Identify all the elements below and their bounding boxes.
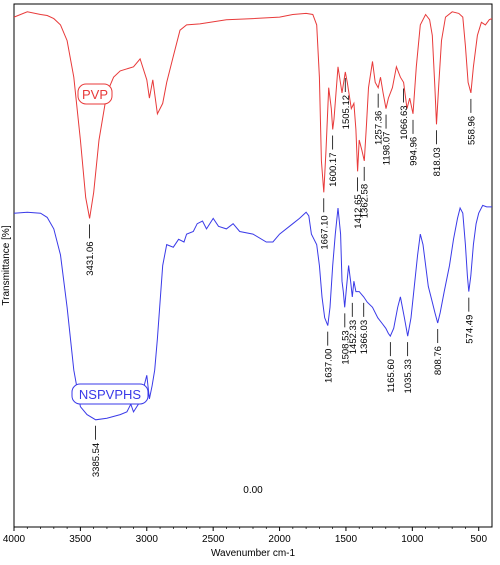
series-label-pvp: PVP [82,87,108,102]
series-line-nspvphs [13,204,492,421]
x-tick-label: 2000 [268,534,291,545]
peak-label: 3431.06 [85,241,96,275]
x-tick-label: 3000 [136,534,159,545]
series-labels: PVP NSPVPHS [71,83,149,405]
peak-label: 1667.10 [319,215,330,249]
series-line-pvp [13,11,493,219]
peak-label: 1637.00 [323,349,334,383]
peak-label: 1412.65 [353,194,364,228]
x-tick-label: 1000 [401,534,424,545]
peak-label: 1198.07 [382,132,393,166]
peak-label: 1257.36 [374,111,385,145]
peak-labels-layer: 3431.06 1667.10 1600.17 1505.12 1412.651362.… [85,77,477,477]
x-tick-label: 3500 [69,534,92,545]
peak-label: 994.96 [409,137,420,166]
series-label-nspvphs: NSPVPHS [79,387,141,402]
peak-label: 1366.03 [359,320,370,354]
x-axis-label: Wavenumber cm-1 [211,548,296,559]
peak-label: 1165.60 [386,359,397,393]
peak-label: 1035.33 [403,359,414,393]
peak-label: 808.76 [433,346,444,375]
peak-label: 558.96 [466,116,477,145]
peak-label: 818.03 [432,147,443,176]
series-label-box-nspvphs [71,383,149,405]
x-tick-label: 500 [470,534,487,545]
x-tick-label: 2500 [202,534,225,545]
peak-label: 1066.63 [399,105,410,139]
peak-label: 1452.33 [348,320,359,354]
y-tick-label: 0.00 [243,485,263,496]
peak-label: 574.49 [464,315,475,344]
y-axis-label: Transmittance [%] [1,225,12,305]
peak-label: 1505.12 [341,95,352,129]
peak-label: 1600.17 [328,153,339,187]
x-tick-label: 4000 [3,534,26,545]
peak-label: 1362.58 [360,184,371,218]
x-tick-label: 1500 [335,534,358,545]
series-layer [13,11,493,421]
peak-label: 1508.53 [340,330,351,364]
peak-label: 3385.54 [91,443,102,477]
series-label-box-pvp [77,83,113,105]
x-axis: 4000 3500 3000 2500 2000 1500 1000 500 [3,527,488,545]
